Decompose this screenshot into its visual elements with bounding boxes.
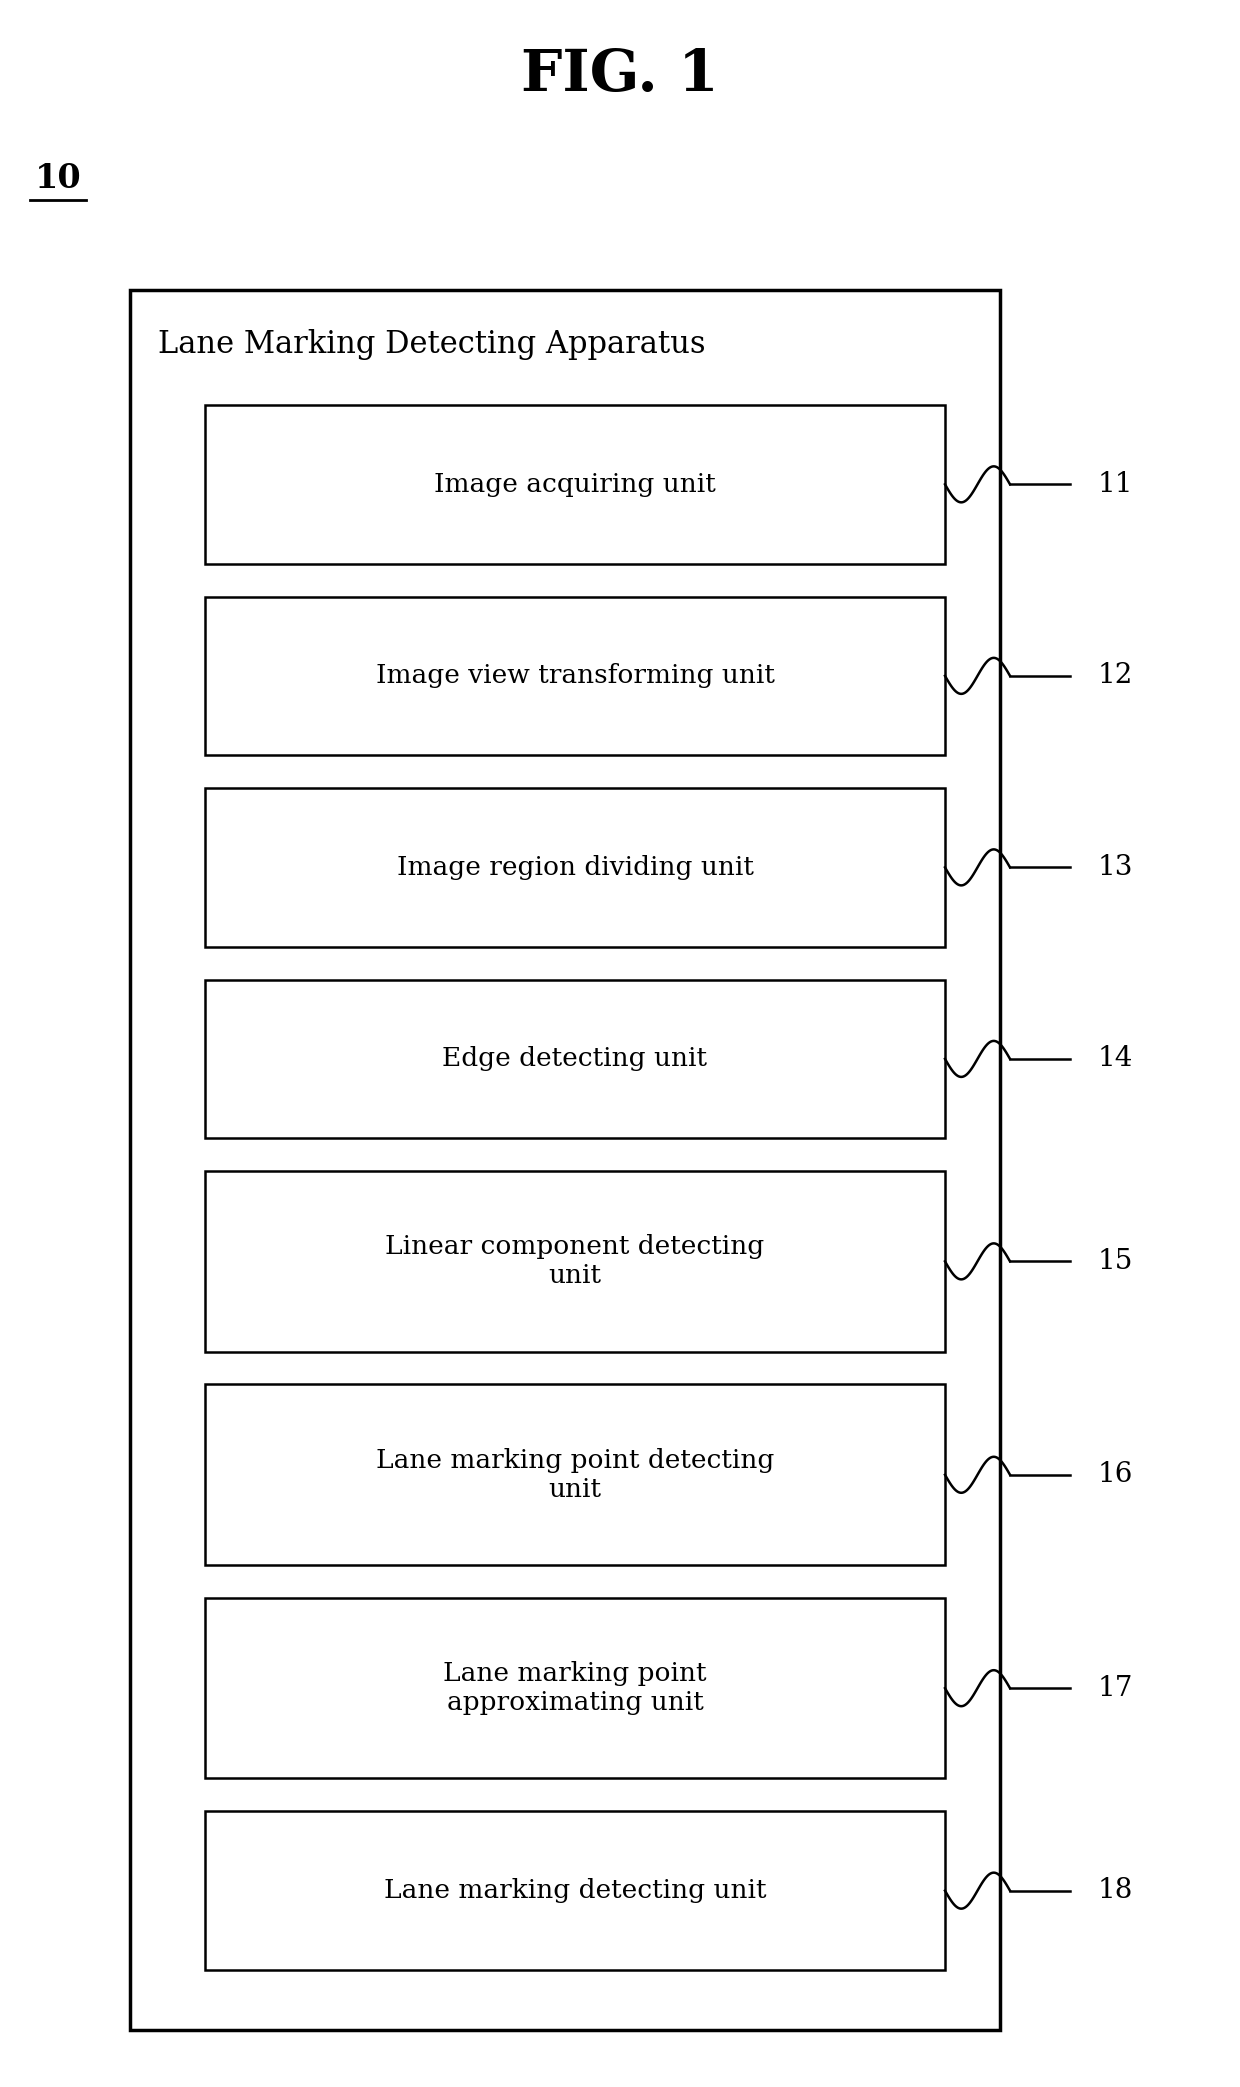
Text: Lane Marking Detecting Apparatus: Lane Marking Detecting Apparatus [157, 330, 706, 361]
Bar [205, 789, 945, 947]
Text: 18: 18 [1097, 1876, 1132, 1903]
Bar [205, 405, 945, 563]
Bar [205, 1599, 945, 1778]
Text: 10: 10 [35, 163, 82, 194]
Text: Image acquiring unit: Image acquiring unit [434, 472, 715, 497]
Text: Lane marking point detecting
unit: Lane marking point detecting unit [376, 1448, 774, 1503]
Bar [130, 290, 999, 2031]
Bar [205, 1171, 945, 1352]
Text: Edge detecting unit: Edge detecting unit [443, 1046, 708, 1071]
Text: 12: 12 [1097, 662, 1132, 689]
Text: 15: 15 [1097, 1248, 1132, 1275]
Text: Image view transforming unit: Image view transforming unit [376, 664, 775, 689]
Text: Lane marking detecting unit: Lane marking detecting unit [383, 1878, 766, 1903]
Bar [205, 979, 945, 1137]
Text: 16: 16 [1097, 1461, 1132, 1488]
Bar [205, 1384, 945, 1565]
Text: 17: 17 [1097, 1674, 1133, 1701]
Text: FIG. 1: FIG. 1 [521, 48, 719, 102]
Text: Lane marking point
approximating unit: Lane marking point approximating unit [443, 1661, 707, 1716]
Bar [205, 1812, 945, 1970]
Text: Image region dividing unit: Image region dividing unit [397, 856, 754, 881]
Text: 11: 11 [1097, 472, 1133, 499]
Bar [205, 597, 945, 755]
Text: 13: 13 [1097, 854, 1132, 881]
Text: 14: 14 [1097, 1046, 1132, 1073]
Text: Linear component detecting
unit: Linear component detecting unit [386, 1233, 765, 1288]
